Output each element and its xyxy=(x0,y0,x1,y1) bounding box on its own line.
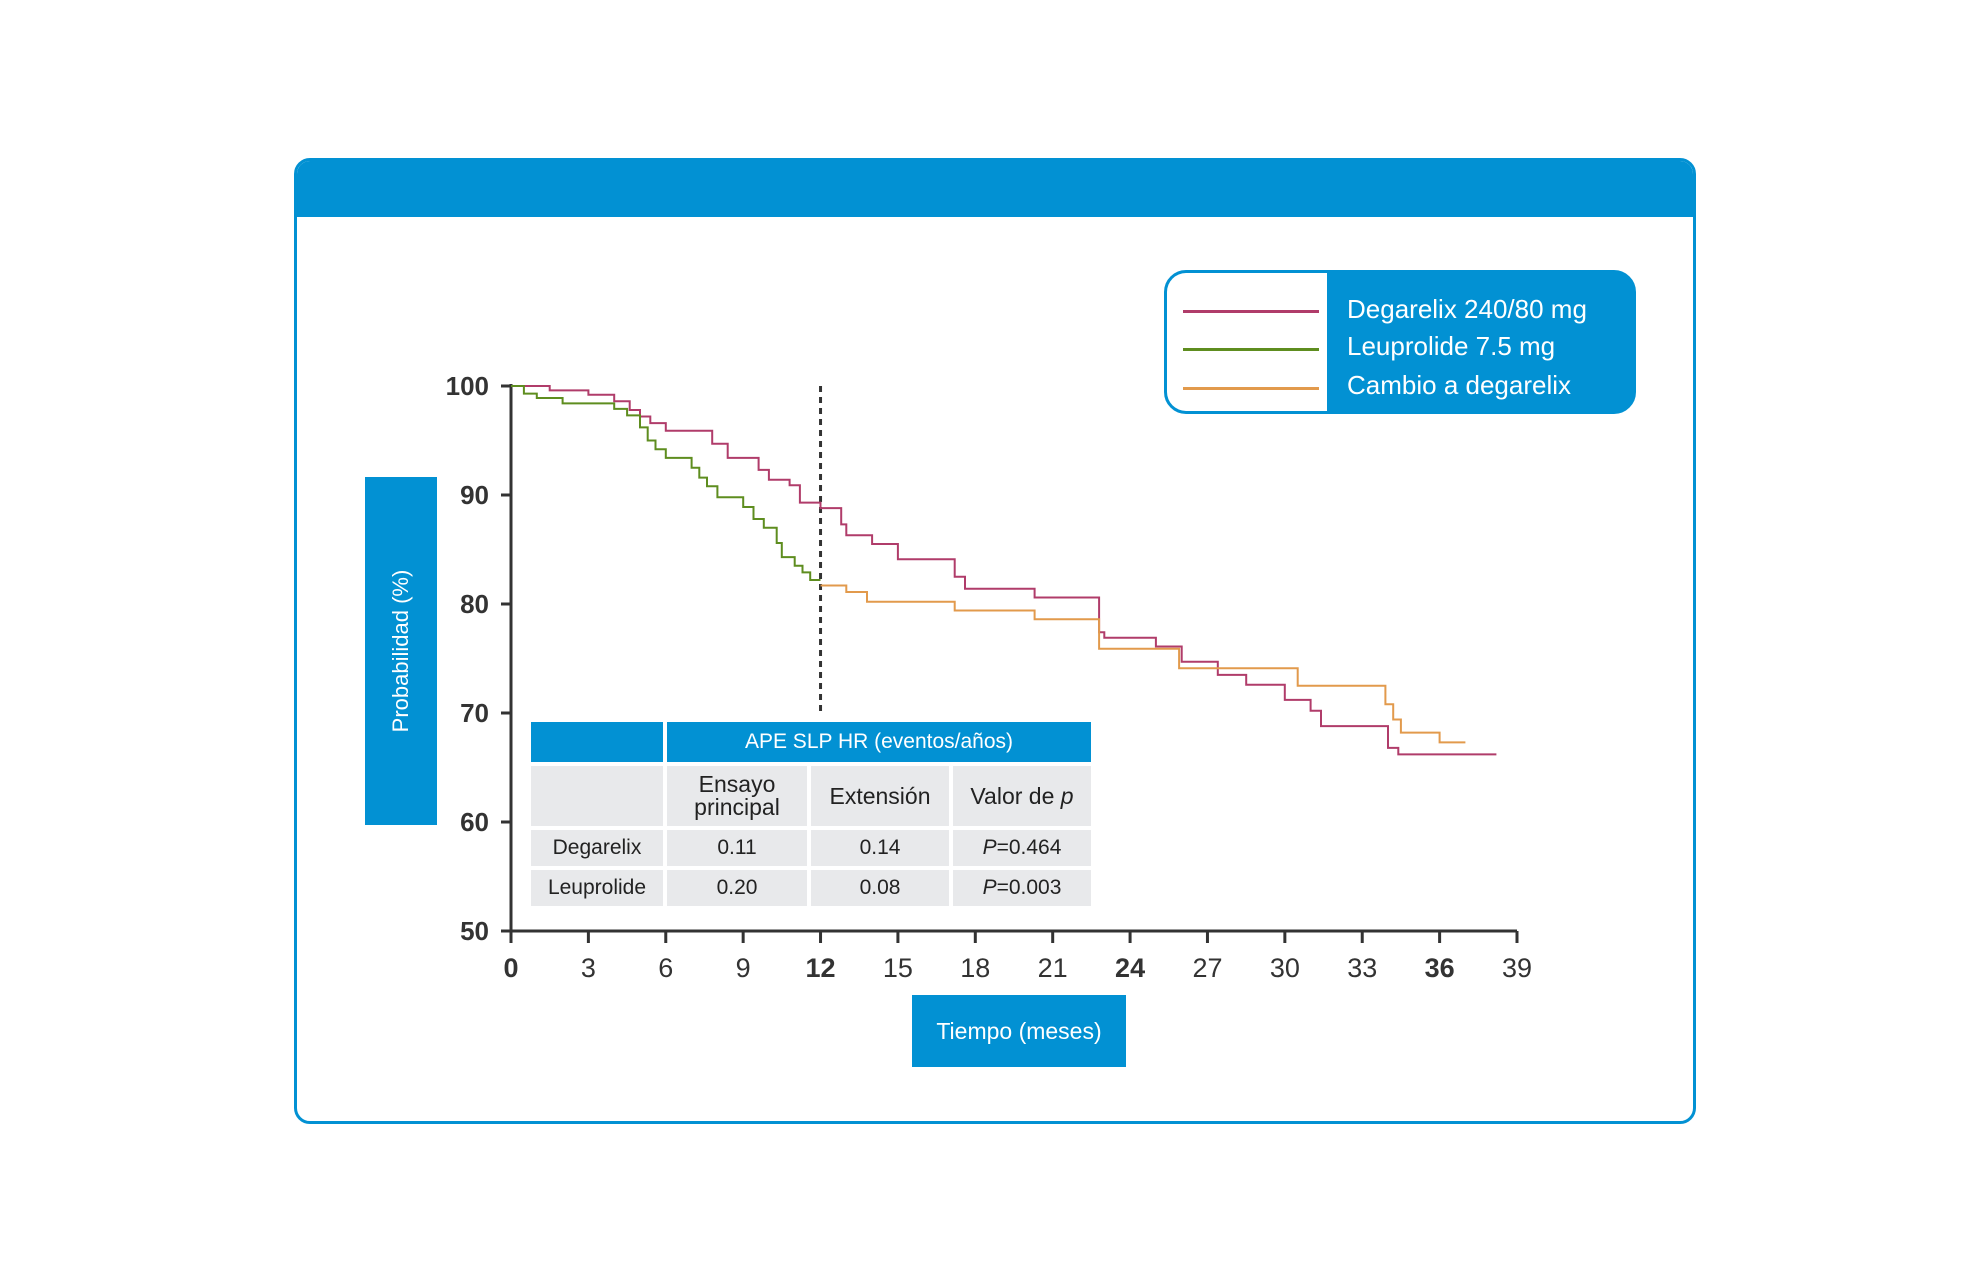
x-axis-label: Tiempo (meses) xyxy=(912,995,1126,1067)
x-tick-label: 6 xyxy=(658,953,673,983)
x-tick-label: 12 xyxy=(806,953,836,983)
row-extension: 0.08 xyxy=(811,870,949,906)
series-line-1 xyxy=(511,385,1497,756)
x-tick-label: 27 xyxy=(1192,953,1222,983)
y-tick-label: 80 xyxy=(460,589,489,619)
x-tick-label: 30 xyxy=(1270,953,1300,983)
legend-label-cambio: Cambio a degarelix xyxy=(1347,370,1572,400)
x-tick-label: 21 xyxy=(1038,953,1068,983)
row-p: P=0.464 xyxy=(953,830,1091,866)
hr-col-p-italic: p xyxy=(1060,782,1074,809)
legend-swatch-cambio xyxy=(1183,387,1319,390)
y-tick-label: 70 xyxy=(460,698,489,728)
table-row: Degarelix 0.11 0.14 P=0.464 xyxy=(531,830,1091,866)
legend-label-leuprolide: Leuprolide 7.5 mg xyxy=(1347,331,1556,361)
row-main: 0.20 xyxy=(667,870,807,906)
table-row: Leuprolide 0.20 0.08 P=0.003 xyxy=(531,870,1091,906)
x-tick-label: 18 xyxy=(960,953,990,983)
series-line-2 xyxy=(511,385,821,581)
x-tick-label: 0 xyxy=(503,953,518,983)
x-tick-label: 33 xyxy=(1347,953,1377,983)
x-tick-label: 39 xyxy=(1502,953,1532,983)
row-label: Leuprolide xyxy=(531,870,663,906)
x-tick-label: 3 xyxy=(581,953,596,983)
x-tick-label: 24 xyxy=(1115,953,1145,983)
hr-col-main: Ensayo principal xyxy=(667,766,807,826)
row-p: P=0.003 xyxy=(953,870,1091,906)
hr-col-p-text: Valor de xyxy=(970,782,1061,809)
x-tick-label: 9 xyxy=(736,953,751,983)
series-line-3 xyxy=(820,584,1466,744)
legend-swatch-leuprolide xyxy=(1183,348,1319,351)
chart-card xyxy=(294,158,1696,1124)
hr-col-extension: Extensión xyxy=(811,766,949,826)
row-extension: 0.14 xyxy=(811,830,949,866)
y-tick-label: 100 xyxy=(446,371,489,401)
card-header-bar xyxy=(297,161,1693,217)
row-p-prefix: P xyxy=(982,876,997,899)
legend-swatch-degarelix xyxy=(1183,310,1319,313)
hr-col-p: Valor de p xyxy=(953,766,1091,826)
x-tick-label: 36 xyxy=(1425,953,1455,983)
hr-table-corner xyxy=(531,722,663,762)
hr-table: APE SLP HR (eventos/años) Ensayo princip… xyxy=(527,718,1095,910)
y-axis-label-box: Probabilidad (%) xyxy=(365,477,437,825)
row-label: Degarelix xyxy=(531,830,663,866)
hr-table-empty-cell xyxy=(531,766,663,826)
hr-table-title: APE SLP HR (eventos/años) xyxy=(667,722,1091,762)
legend-swatch-panel xyxy=(1167,273,1327,411)
x-tick-label: 15 xyxy=(883,953,913,983)
y-tick-label: 60 xyxy=(460,807,489,837)
row-p-prefix: P xyxy=(982,836,997,859)
row-p-value: =0.003 xyxy=(996,876,1062,899)
legend: Degarelix 240/80 mg Leuprolide 7.5 mg Ca… xyxy=(1164,270,1636,414)
y-tick-label: 50 xyxy=(460,916,489,946)
row-main: 0.11 xyxy=(667,830,807,866)
y-tick-label: 90 xyxy=(460,480,489,510)
row-p-value: =0.464 xyxy=(996,836,1062,859)
y-axis-label: Probabilidad (%) xyxy=(388,569,413,733)
legend-label-degarelix: Degarelix 240/80 mg xyxy=(1347,294,1587,324)
